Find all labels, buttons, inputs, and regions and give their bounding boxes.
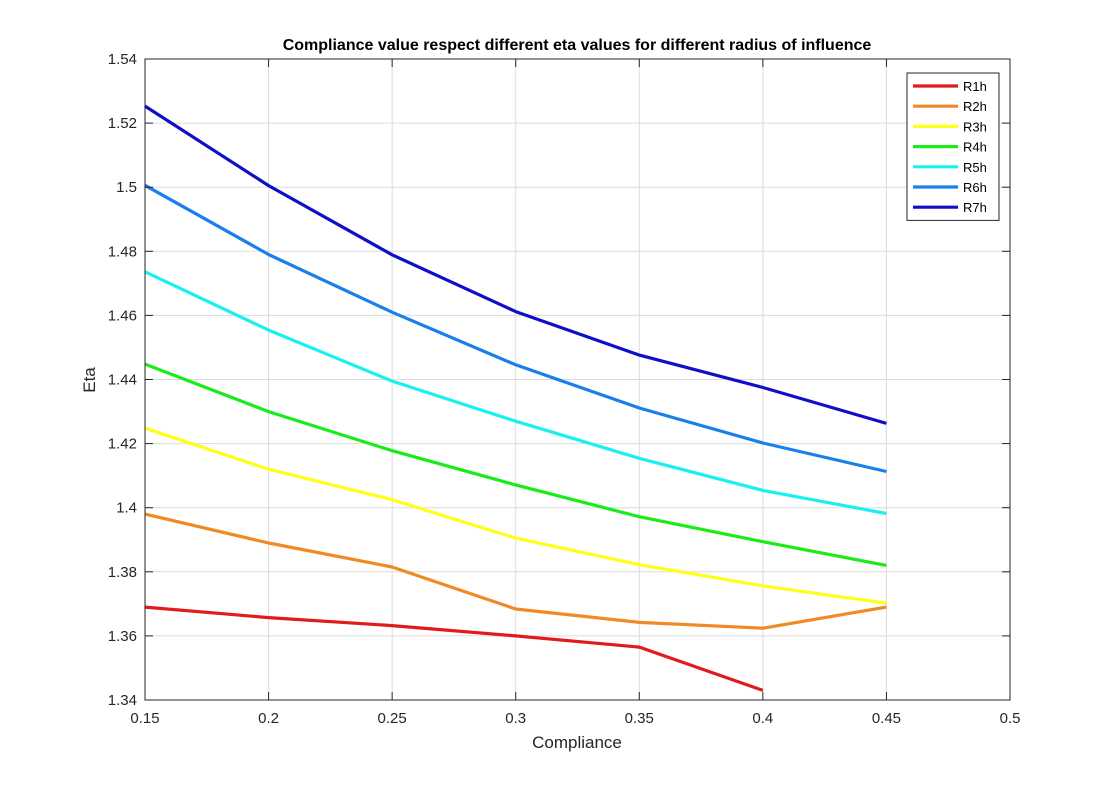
x-tick-label: 0.25	[378, 710, 407, 727]
y-axis-label: Eta	[80, 367, 99, 393]
series-line-r5h	[144, 270, 887, 516]
y-tick-label: 1.38	[108, 564, 137, 581]
x-tick-label: 0.3	[505, 710, 526, 727]
y-tick-label: 1.46	[108, 307, 137, 324]
legend-label-r4h: R4h	[963, 140, 987, 155]
legend-label-r1h: R1h	[963, 79, 987, 94]
x-tick-label: 0.5	[1000, 710, 1021, 727]
y-tick-label: 1.34	[108, 692, 137, 709]
x-tick-label: 0.15	[130, 710, 159, 727]
x-tick-labels: 0.15 0.2 0.25 0.3 0.35 0.4 0.45 0.5	[130, 710, 1020, 727]
legend-label-r5h: R5h	[963, 160, 987, 175]
series-line-r1h	[144, 605, 764, 692]
x-tick-label: 0.4	[752, 710, 773, 727]
y-tick-label: 1.44	[108, 372, 137, 389]
series-line-r3h	[144, 426, 887, 605]
series-line-r2h	[144, 512, 887, 630]
y-tick-label: 1.4	[116, 500, 137, 517]
legend-label-r2h: R2h	[963, 99, 987, 114]
x-axis-label: Compliance	[532, 733, 622, 752]
chart-title: Compliance value respect different eta v…	[283, 37, 872, 54]
x-tick-label: 0.35	[625, 710, 654, 727]
x-tick-label: 0.2	[258, 710, 279, 727]
x-tick-label: 0.45	[872, 710, 901, 727]
y-tick-label: 1.42	[108, 436, 137, 453]
y-tick-label: 1.52	[108, 115, 137, 132]
legend-label-r3h: R3h	[963, 119, 987, 134]
legend: R1h R2h R3h R4h R5h R6h R7h	[906, 72, 1000, 221]
series-line-r6h	[144, 183, 887, 474]
y-tick-labels: 1.34 1.36 1.38 1.4 1.42 1.44 1.46 1.48 1.5 1.52 1.…	[108, 51, 137, 709]
legend-label-r6h: R6h	[963, 180, 987, 195]
series-line-r7h	[144, 104, 887, 425]
y-tick-label: 1.54	[108, 51, 137, 68]
axes	[144, 58, 1011, 701]
series-lines	[144, 104, 887, 692]
legend-label-r7h: R7h	[963, 200, 987, 215]
y-tick-label: 1.5	[116, 179, 137, 196]
series-line-r4h	[144, 362, 887, 567]
y-tick-label: 1.36	[108, 628, 137, 645]
y-tick-label: 1.48	[108, 243, 137, 260]
